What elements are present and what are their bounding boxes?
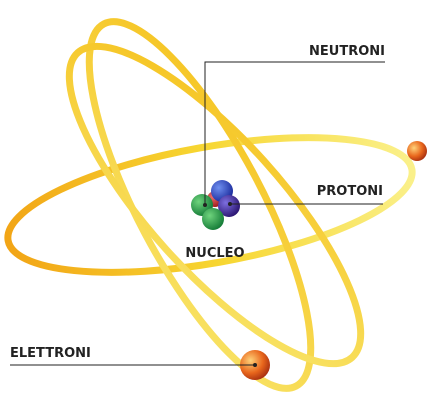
label: NEUTRONI (309, 44, 385, 59)
pointer-dot (203, 203, 207, 207)
electron (407, 141, 427, 161)
pointer-dot (253, 363, 257, 367)
label: PROTONI (317, 184, 383, 199)
nucleus (191, 180, 240, 230)
label: ELETTRONI (10, 346, 91, 361)
neutron (202, 208, 224, 230)
pointer-dot (228, 202, 232, 206)
label: NUCLEO (185, 246, 244, 261)
atom-diagram: NEUTRONI PROTONI NUCLEO ELETTRONI (0, 0, 428, 405)
